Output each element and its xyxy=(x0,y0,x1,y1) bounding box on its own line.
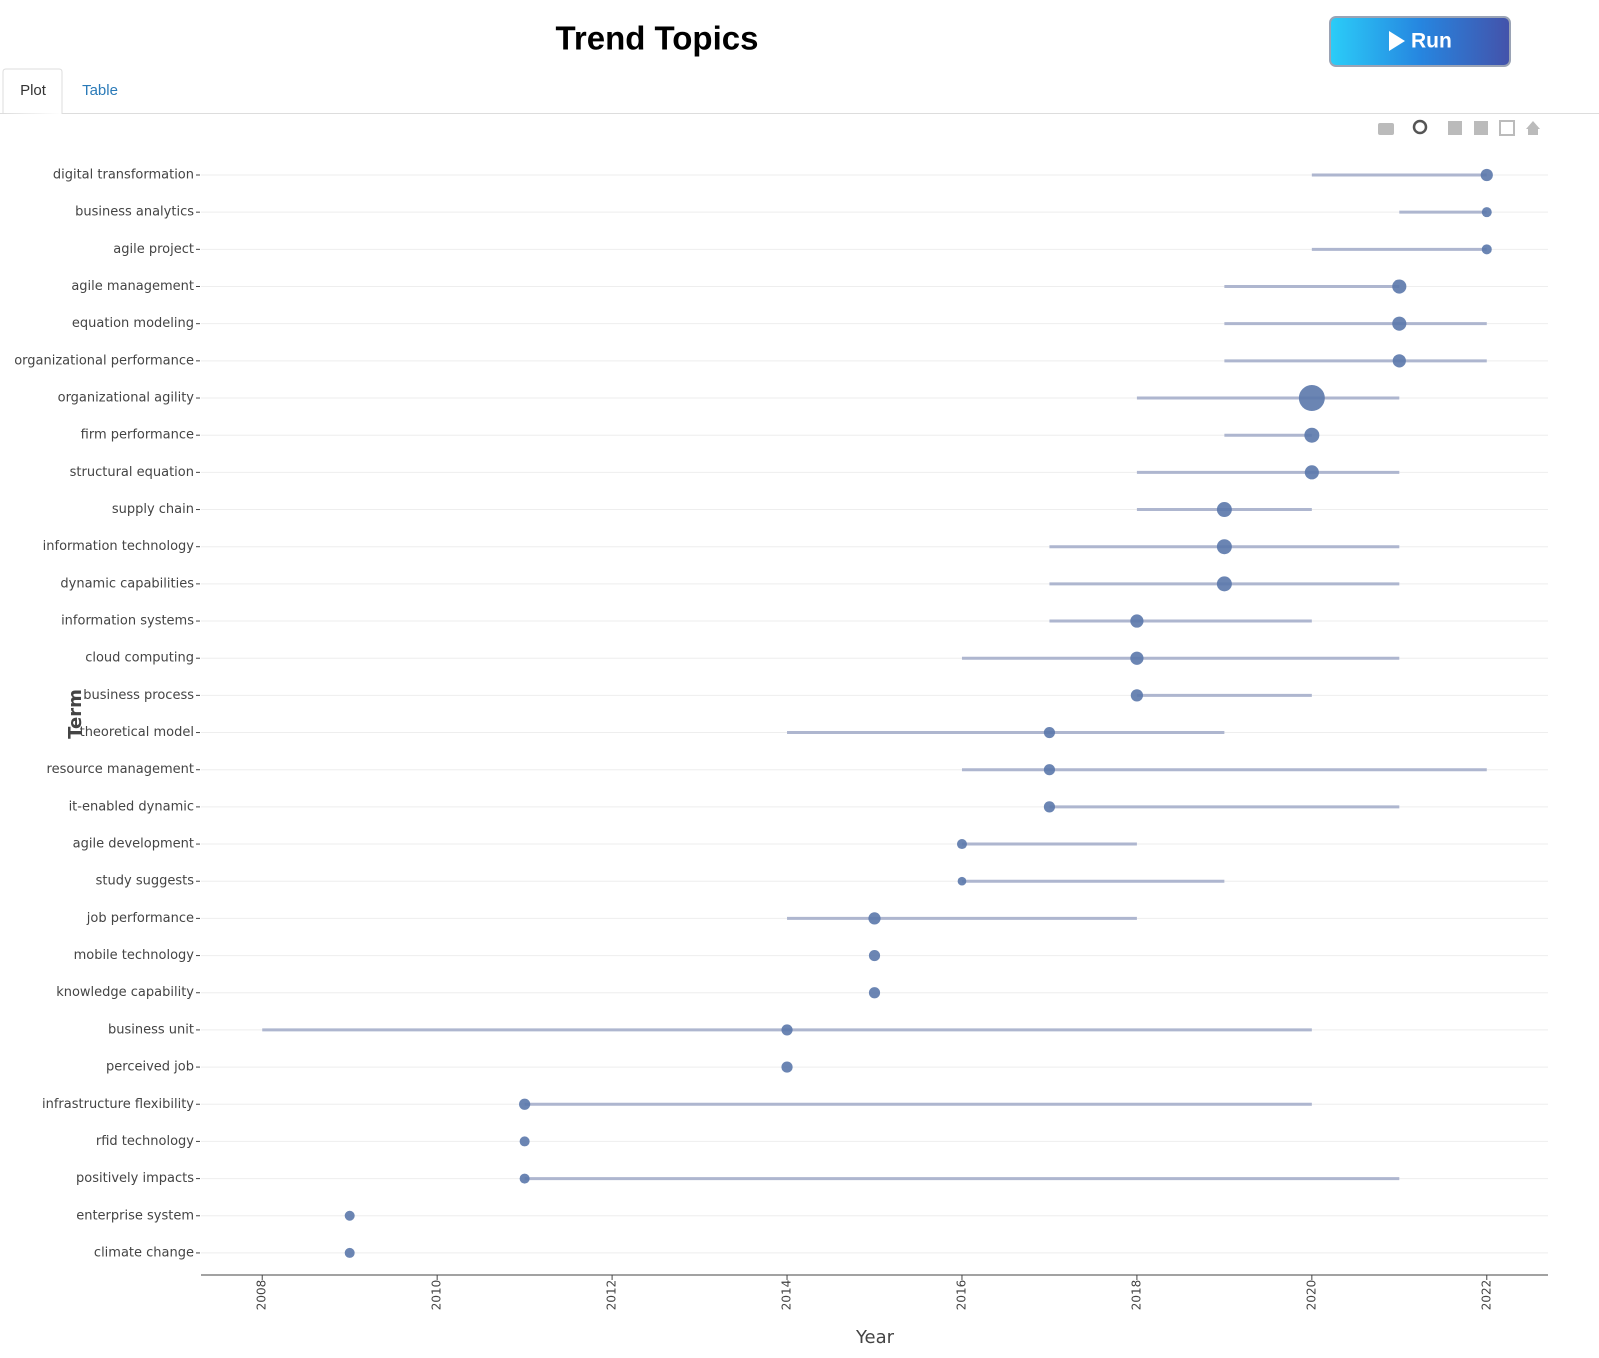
dot xyxy=(781,1024,793,1036)
zoom-icon[interactable] xyxy=(1412,119,1428,135)
dot xyxy=(344,1210,355,1221)
dot xyxy=(519,1173,530,1184)
dot xyxy=(957,876,967,886)
x-tick-label: 2008 xyxy=(255,1280,269,1311)
zoom-out-icon[interactable] xyxy=(1474,121,1488,135)
dot xyxy=(1216,576,1232,592)
dot xyxy=(344,1247,355,1258)
dot xyxy=(1392,354,1406,368)
y-tick-label: information technology xyxy=(43,539,195,554)
y-tick-label: rfid technology xyxy=(96,1134,194,1149)
play-icon xyxy=(1389,31,1405,51)
y-tick-label: it-enabled dynamic xyxy=(69,799,194,814)
dot xyxy=(1304,465,1319,480)
y-tick-label: agile project xyxy=(113,242,194,257)
y-tick-label: infrastructure flexibility xyxy=(42,1097,194,1112)
dot xyxy=(956,839,967,850)
y-tick-label: study suggests xyxy=(96,874,195,889)
run-button-bg[interactable] xyxy=(1329,16,1511,67)
run-label[interactable]: Run xyxy=(1411,30,1452,53)
plot-toolbar xyxy=(1378,119,1540,136)
dot xyxy=(1043,764,1056,776)
dot xyxy=(1481,244,1492,255)
x-tick-label: 2022 xyxy=(1479,1280,1493,1311)
page-title: Trend Topics xyxy=(556,20,759,57)
tab[interactable]: Plot xyxy=(20,82,47,99)
dot xyxy=(868,912,881,925)
dot xyxy=(1216,502,1232,518)
dot xyxy=(519,1136,530,1147)
y-tick-label: information systems xyxy=(61,614,194,629)
y-tick-label: business unit xyxy=(108,1022,194,1037)
y-tick-label: agile development xyxy=(73,837,194,852)
y-tick-label: knowledge capability xyxy=(56,985,194,1000)
dot xyxy=(1480,168,1493,182)
y-tick-label: supply chain xyxy=(112,502,194,517)
tab[interactable]: Table xyxy=(82,82,118,99)
y-tick-label: perceived job xyxy=(106,1060,194,1075)
dot xyxy=(1216,539,1232,555)
dot xyxy=(1298,385,1325,412)
y-tick-label: mobile technology xyxy=(74,948,195,963)
dot xyxy=(868,949,881,962)
zoom-in-icon[interactable] xyxy=(1448,121,1462,135)
y-tick-label: positively impacts xyxy=(76,1171,194,1186)
run-button[interactable]: Run xyxy=(1329,16,1511,67)
dot xyxy=(1043,726,1056,739)
x-tick-label: 2014 xyxy=(780,1280,794,1311)
y-tick-label: organizational performance xyxy=(14,353,194,368)
camera-icon[interactable] xyxy=(1378,123,1394,135)
dot xyxy=(1481,207,1492,218)
dot xyxy=(1392,316,1407,331)
y-tick-label: dynamic capabilities xyxy=(60,576,194,591)
dot xyxy=(1392,279,1407,294)
dot xyxy=(1043,801,1056,813)
autoscale-icon[interactable] xyxy=(1499,120,1515,136)
home-icon[interactable] xyxy=(1526,121,1540,135)
x-axis-title: Year xyxy=(855,1327,895,1348)
y-tick-label: agile management xyxy=(71,279,194,294)
dot xyxy=(1130,614,1144,628)
x-tick-label: 2018 xyxy=(1129,1280,1143,1311)
y-tick-label: climate change xyxy=(94,1245,194,1260)
y-tick-label: cloud computing xyxy=(85,651,194,666)
x-tick-label: 2010 xyxy=(430,1280,444,1311)
dot xyxy=(1130,689,1144,702)
x-tick-label: 2020 xyxy=(1304,1280,1318,1311)
y-tick-label: resource management xyxy=(47,762,194,777)
dot xyxy=(781,1061,793,1073)
x-tick-label: 2012 xyxy=(605,1280,619,1311)
y-tick-label: theoretical model xyxy=(80,725,194,740)
y-tick-label: digital transformation xyxy=(53,168,194,183)
tab-active[interactable] xyxy=(2,68,63,114)
y-tick-label: enterprise system xyxy=(76,1208,194,1223)
dot xyxy=(519,1098,531,1110)
y-tick-label: firm performance xyxy=(81,428,194,443)
y-tick-label: business process xyxy=(83,688,194,703)
dot xyxy=(1304,427,1320,443)
dot xyxy=(868,987,881,999)
y-tick-label: job performance xyxy=(86,911,194,926)
y-tick-label: structural equation xyxy=(70,465,194,480)
y-axis-title: Term xyxy=(65,689,86,739)
y-tick-label: business analytics xyxy=(75,205,194,220)
dot xyxy=(1130,651,1144,665)
x-tick-label: 2016 xyxy=(954,1280,968,1311)
y-tick-label: equation modeling xyxy=(72,316,194,331)
y-tick-label: organizational agility xyxy=(58,391,195,406)
